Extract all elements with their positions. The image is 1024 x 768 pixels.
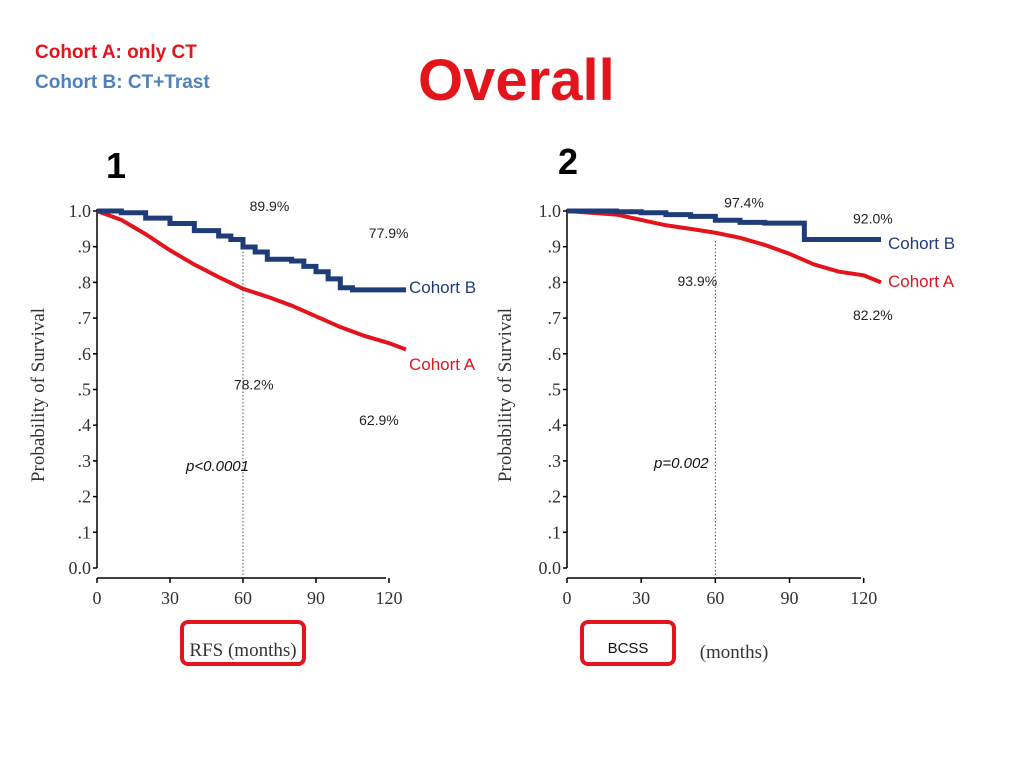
panel-1-x-ticks: 0 30 60 90 120 (93, 578, 402, 608)
y-tick-label: .2 (78, 487, 92, 507)
panel-2-series-cohort-a (566, 209, 882, 285)
x-tick-label: 30 (632, 588, 650, 608)
y-tick-label: .7 (78, 308, 92, 328)
y-tick-label: .6 (548, 344, 562, 364)
y-tick-label: 1.0 (539, 201, 562, 221)
y-tick-label: .5 (548, 380, 562, 400)
panel-2-xlabel-highlight (580, 620, 676, 666)
x-tick-label: 60 (234, 588, 252, 608)
y-tick-label: .8 (78, 272, 92, 292)
x-tick-label: 90 (307, 588, 325, 608)
y-tick-label: .3 (78, 451, 92, 471)
panel-1: 1 Probability of Survival 0.0 .1 .2 .3 .4 .5.… (28, 145, 476, 666)
panel-1-series-cohort-a (96, 209, 407, 352)
x-tick-label: 90 (781, 588, 799, 608)
y-tick-label: .1 (78, 522, 92, 542)
panel-2-label: 2 (558, 141, 578, 182)
y-tick-label: 0.0 (69, 558, 92, 578)
panel-1-xlabel: RFS (months) (189, 640, 296, 661)
panel-2: 2 Probability of Survival 0.0 .1 .2 .3 .4 .5.… (495, 141, 955, 666)
panel-2-annotation-92-0: 92.0% (853, 210, 893, 226)
x-tick-label: 120 (375, 588, 402, 608)
panel-2-p-value: p=0.002 (653, 455, 709, 472)
panel-2-annotation-82-2: 82.2% (853, 307, 893, 323)
panel-2-y-ticks: 0.0 .1 .2 .3 .4 .5 .6 .7 .8 .9 1.0 (539, 201, 567, 578)
panel-1-label-cohort-a: Cohort A (409, 355, 476, 374)
panel-1-annotation-77-9: 77.9% (369, 225, 409, 241)
panel-1-label: 1 (106, 145, 126, 186)
panel-1-y-ticks: 0.0 .1 .2 .3 .4 .5 .6 .7 .8 .9 1.0 (69, 201, 97, 578)
panel-2-label-cohort-a: Cohort A (888, 272, 955, 291)
y-tick-label: .4 (548, 415, 562, 435)
panel-2-series-cohort-b (567, 208, 881, 243)
panel-1-ylabel: Probability of Survival (28, 308, 49, 482)
y-tick-label: .5 (78, 380, 92, 400)
panel-1-p-value: p<0.0001 (185, 458, 249, 475)
panel-1-xlabel-highlight (180, 620, 306, 666)
y-tick-label: 0.0 (539, 558, 562, 578)
x-tick-label: 30 (161, 588, 179, 608)
y-tick-label: .9 (78, 237, 92, 257)
x-tick-label: 120 (850, 588, 877, 608)
x-tick-label: 0 (563, 588, 572, 608)
panel-1-annotation-62-9: 62.9% (359, 412, 399, 428)
panel-2-ylabel: Probability of Survival (495, 308, 516, 482)
y-tick-label: .9 (548, 237, 562, 257)
legend-cohort-b: Cohort B: CT+Trast (35, 72, 210, 93)
y-tick-label: .6 (78, 344, 92, 364)
panel-2-x-ticks: 0 30 60 90 120 (563, 578, 877, 608)
panel-2-label-cohort-b: Cohort B (888, 234, 955, 253)
x-tick-label: 0 (93, 588, 102, 608)
panel-2-annotation-97-4: 97.4% (724, 194, 764, 210)
page-title: Overall (418, 48, 615, 113)
y-tick-label: 1.0 (69, 201, 92, 221)
legend-cohort-a: Cohort A: only CT (35, 42, 197, 63)
y-tick-label: .1 (548, 522, 562, 542)
panel-2-annotation-93-9: 93.9% (677, 273, 717, 289)
panel-2-xlabel: BCSS (608, 640, 649, 657)
panel-1-series-cohort-b (97, 208, 406, 293)
y-tick-label: .2 (548, 487, 562, 507)
panel-2-xlabel-months: (months) (700, 642, 769, 663)
y-tick-label: .7 (548, 308, 562, 328)
y-tick-label: .8 (548, 272, 562, 292)
y-tick-label: .3 (548, 451, 562, 471)
x-tick-label: 60 (706, 588, 724, 608)
panel-1-label-cohort-b: Cohort B (409, 278, 476, 297)
panel-1-annotation-89-9: 89.9% (250, 198, 290, 214)
panel-1-annotation-78-2: 78.2% (234, 377, 274, 393)
y-tick-label: .4 (78, 415, 92, 435)
